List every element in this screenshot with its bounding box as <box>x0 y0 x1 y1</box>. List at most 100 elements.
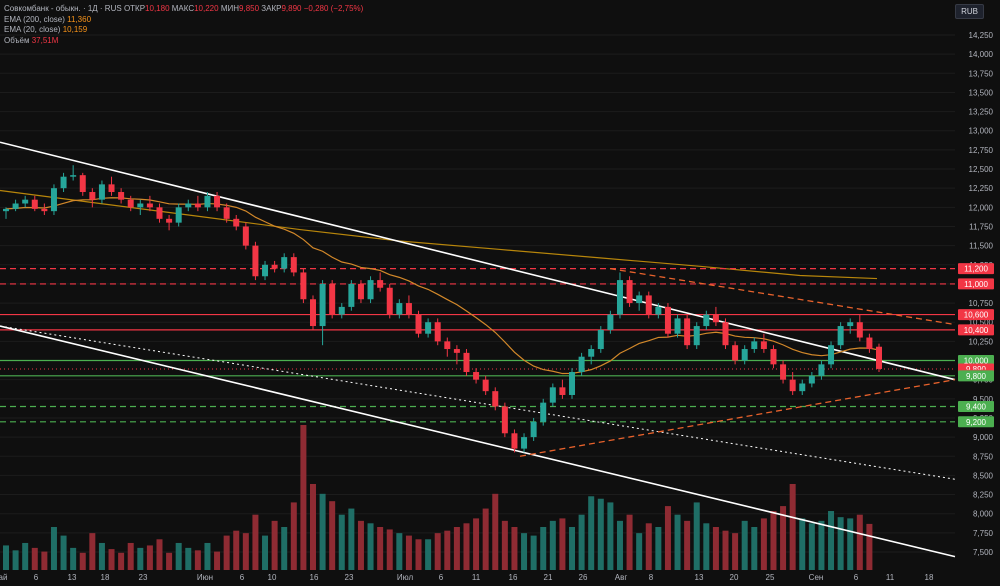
candle-body <box>338 306 345 315</box>
change-value: −0,280 (−2,75%) <box>303 4 364 13</box>
candle-body <box>50 188 57 212</box>
price-badge-label: 10,400 <box>964 326 989 335</box>
candle-body <box>578 356 585 373</box>
candle-body <box>252 245 259 277</box>
candle-body <box>501 406 508 434</box>
candle-body <box>741 349 748 361</box>
candle-body <box>645 295 652 315</box>
candle-body <box>118 192 125 200</box>
volume-bar <box>444 530 451 570</box>
volume-bar <box>626 514 633 570</box>
price-badge-label: 11,200 <box>964 265 988 274</box>
volume-bar <box>70 547 77 570</box>
x-tick-label: ай <box>0 573 7 582</box>
candle-body <box>396 303 403 315</box>
x-tick-label: 13 <box>695 573 704 582</box>
high-value: 10,220 <box>194 4 219 13</box>
y-tick-label: 11,750 <box>969 222 993 231</box>
volume-bar <box>482 508 489 570</box>
price-badge <box>958 263 994 275</box>
y-tick-label: 10,750 <box>969 299 994 308</box>
candle-body <box>377 280 384 288</box>
price-badge <box>958 278 994 290</box>
x-tick-label: 6 <box>34 573 39 582</box>
x-tick-label: 6 <box>240 573 245 582</box>
candle-body <box>262 264 269 277</box>
candle-body <box>530 421 537 438</box>
volume-bar <box>703 523 710 570</box>
candle-body <box>242 226 249 246</box>
candle-body <box>674 318 681 334</box>
candle-body <box>693 326 700 346</box>
volume-bar <box>12 550 19 570</box>
x-tick-label: 10 <box>268 573 277 582</box>
candle-body <box>185 203 192 208</box>
volume-bar <box>530 535 537 570</box>
volume-bar <box>185 547 192 570</box>
volume-bar <box>655 526 662 570</box>
x-tick-label: 11 <box>472 573 481 582</box>
candle-body <box>204 195 211 208</box>
candle-body <box>425 322 432 334</box>
candle-body <box>818 364 825 376</box>
price-badge-label: 10,600 <box>964 311 989 320</box>
candle-body <box>175 207 182 223</box>
volume-bar <box>741 520 748 570</box>
candle-body <box>712 314 719 323</box>
low-value: 9,850 <box>239 4 260 13</box>
volume-bar <box>300 425 307 570</box>
candle-body <box>511 433 518 449</box>
candle-body <box>588 349 595 357</box>
candle-body <box>166 218 173 223</box>
volume-bar <box>41 551 48 570</box>
chart-legend: Совкомбанк - обыкн. · 1Д · RUS ОТКР10,18… <box>4 4 363 46</box>
y-tick-label: 10,500 <box>969 318 994 327</box>
y-tick-label: 7,500 <box>973 548 994 557</box>
volume-bar <box>348 508 355 570</box>
volume-bar <box>511 526 518 570</box>
volume-bar <box>214 551 221 570</box>
volume-bar <box>540 526 547 570</box>
candle-body <box>156 207 163 219</box>
candle-body <box>828 345 835 365</box>
candle-body <box>684 318 691 346</box>
volume-bar <box>501 520 508 570</box>
volume-bar <box>492 493 499 570</box>
volume-bar <box>242 533 249 570</box>
high-label: МАКС <box>171 4 195 13</box>
volume-bar <box>808 523 815 570</box>
volume-bar <box>98 542 105 570</box>
candle-body <box>108 184 115 193</box>
volume-bar <box>588 496 595 570</box>
open-value: 10,180 <box>145 4 170 13</box>
volume-bar <box>233 530 240 570</box>
x-tick-label: 18 <box>101 573 110 582</box>
volume-bar <box>357 520 364 570</box>
x-tick-label: 16 <box>310 573 319 582</box>
candle-body <box>357 283 364 300</box>
y-tick-label: 12,000 <box>969 203 994 212</box>
candle-body <box>70 175 77 177</box>
candle-body <box>808 375 815 384</box>
volume-bar <box>329 501 336 570</box>
volume-bar <box>847 518 854 570</box>
x-tick-label: 23 <box>139 573 148 582</box>
candle-body <box>597 329 604 350</box>
volume-bar <box>262 535 269 570</box>
candle-body <box>492 391 499 407</box>
candle-body <box>329 283 336 315</box>
candle-body <box>521 437 528 449</box>
volume-bar <box>367 523 374 570</box>
price-badge-label: 10,000 <box>964 357 989 366</box>
volume-bar <box>175 542 182 570</box>
volume-bar <box>223 535 230 570</box>
open-label: ОТКР <box>123 4 146 13</box>
candle-body <box>559 387 566 395</box>
currency-button[interactable]: RUB <box>955 4 984 19</box>
volume-bar <box>50 526 57 570</box>
candle-body <box>41 208 48 212</box>
low-label: МИН <box>220 4 240 13</box>
candle-body <box>473 372 480 380</box>
volume-bar <box>789 483 796 570</box>
